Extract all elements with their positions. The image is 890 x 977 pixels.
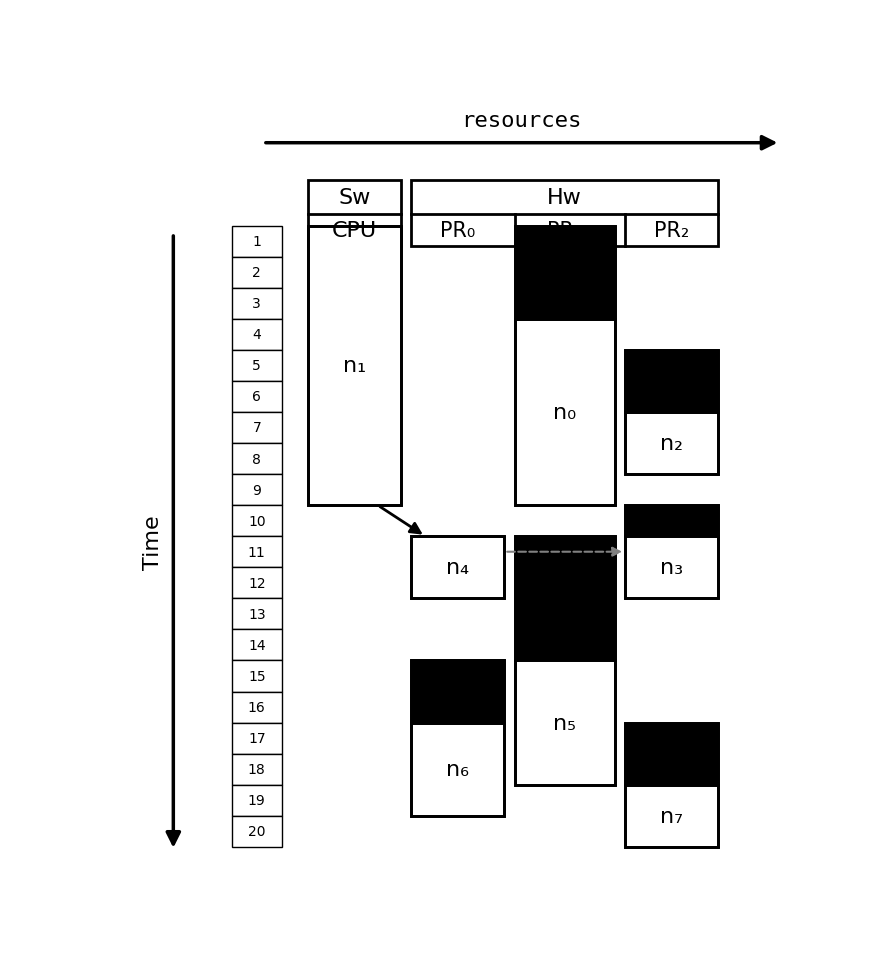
Text: 17: 17 <box>248 732 265 745</box>
Bar <box>514 319 615 506</box>
Text: 3: 3 <box>253 297 261 311</box>
Bar <box>232 660 281 692</box>
Text: 15: 15 <box>248 669 265 683</box>
Bar <box>625 785 718 847</box>
Text: n₇: n₇ <box>660 806 684 826</box>
Bar <box>232 568 281 599</box>
Bar <box>514 227 615 319</box>
Text: 19: 19 <box>248 793 265 807</box>
Bar <box>232 351 281 381</box>
Text: 14: 14 <box>248 638 265 653</box>
Bar <box>625 506 718 599</box>
Bar <box>232 412 281 444</box>
Text: 4: 4 <box>253 328 261 342</box>
Text: CPU: CPU <box>332 221 377 240</box>
Bar <box>514 536 615 660</box>
Text: 1: 1 <box>253 234 262 249</box>
Bar <box>232 599 281 630</box>
Bar <box>232 381 281 412</box>
Text: Time: Time <box>142 515 163 570</box>
Bar <box>625 351 718 412</box>
Text: 9: 9 <box>253 483 262 497</box>
Text: PR₁: PR₁ <box>547 221 582 240</box>
Bar <box>625 723 718 785</box>
Bar <box>625 723 718 847</box>
Text: 16: 16 <box>248 701 265 714</box>
Bar <box>411 536 505 599</box>
Text: PR₂: PR₂ <box>654 221 690 240</box>
Bar <box>232 475 281 506</box>
Bar <box>411 723 505 816</box>
Text: Hw: Hw <box>547 189 582 208</box>
Bar <box>308 227 401 506</box>
Bar <box>232 723 281 754</box>
Text: n₆: n₆ <box>447 759 469 780</box>
Text: 6: 6 <box>253 390 262 404</box>
Bar <box>411 536 505 599</box>
Text: 7: 7 <box>253 421 261 435</box>
Text: n₂: n₂ <box>660 434 684 453</box>
Text: 5: 5 <box>253 359 261 373</box>
Bar <box>411 660 505 816</box>
Bar <box>232 630 281 660</box>
Text: 18: 18 <box>248 762 265 777</box>
Bar <box>232 257 281 288</box>
Bar <box>514 660 615 785</box>
Bar <box>232 288 281 319</box>
Bar <box>625 506 718 536</box>
Bar <box>411 660 505 723</box>
Text: n₃: n₃ <box>660 558 684 577</box>
Text: n₁: n₁ <box>343 356 366 376</box>
Bar <box>514 536 615 785</box>
Bar <box>232 319 281 351</box>
Bar <box>232 536 281 568</box>
Text: resources: resources <box>461 110 582 131</box>
Text: 2: 2 <box>253 266 261 279</box>
Bar <box>232 754 281 785</box>
Bar <box>625 536 718 599</box>
Text: n₀: n₀ <box>554 403 577 422</box>
Text: 8: 8 <box>253 452 262 466</box>
Bar <box>411 181 718 246</box>
Text: 12: 12 <box>248 576 265 590</box>
Bar <box>308 181 401 246</box>
Bar <box>308 227 401 506</box>
Text: PR₀: PR₀ <box>441 221 475 240</box>
Text: 13: 13 <box>248 608 265 621</box>
Bar <box>514 227 615 506</box>
Text: Sw: Sw <box>338 189 370 208</box>
Bar <box>625 412 718 475</box>
Bar <box>232 506 281 536</box>
Text: 10: 10 <box>248 514 265 529</box>
Text: 11: 11 <box>248 545 265 559</box>
Text: n₅: n₅ <box>554 713 576 733</box>
Bar <box>232 785 281 816</box>
Text: 20: 20 <box>248 825 265 838</box>
Bar <box>232 692 281 723</box>
Bar <box>232 227 281 257</box>
Bar <box>232 816 281 847</box>
Bar <box>625 351 718 475</box>
Bar <box>232 444 281 475</box>
Text: n₄: n₄ <box>447 558 469 577</box>
